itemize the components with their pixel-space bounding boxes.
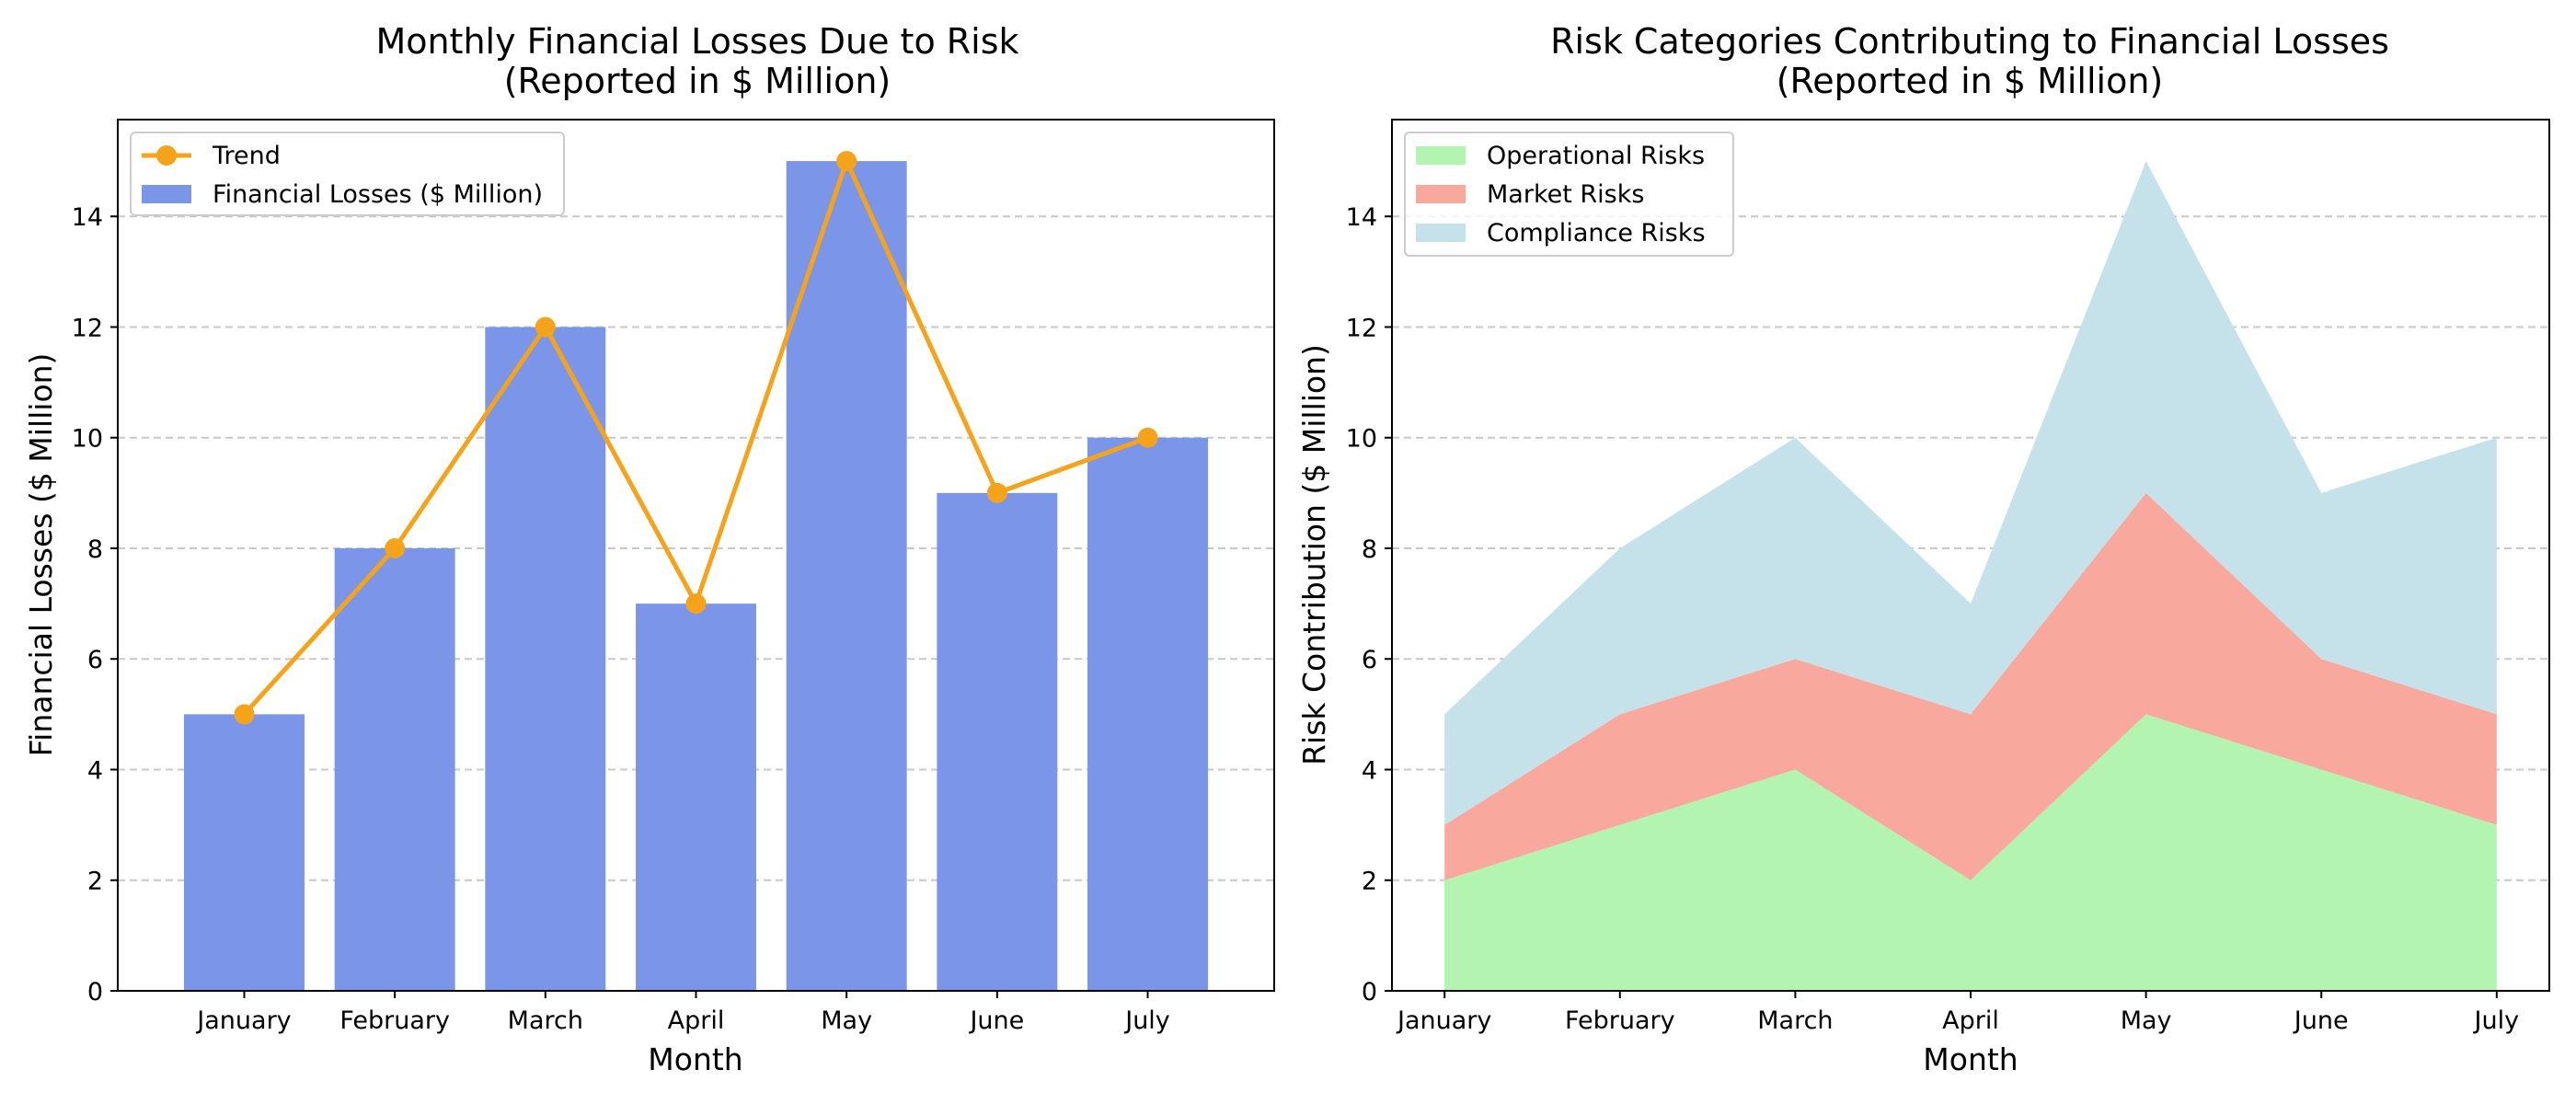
legend-box <box>130 132 565 216</box>
area-chart-legend: Operational Risks Market Risks Compliance … <box>1404 132 1734 257</box>
bar-chart-x-tick-label: May <box>821 1006 872 1035</box>
area-compliance-risks <box>1444 161 2497 825</box>
area-chart-x-ticks: January February March April May June July <box>1396 991 2519 1035</box>
bar-chart-y-tick-label: 2 <box>87 868 103 896</box>
trend-point-july <box>1137 427 1158 448</box>
area-market-risks <box>1444 492 2497 880</box>
bar-february <box>334 547 455 991</box>
area-chart-x-tick-label: April <box>1942 1006 1999 1035</box>
legend-label-compliance-risks: Compliance Risks <box>1487 219 1706 247</box>
bar-chart-y-tick-label: 4 <box>87 756 103 785</box>
legend-label-operational-risks: Operational Risks <box>1487 142 1705 170</box>
legend-bars-swatch <box>142 185 191 203</box>
bar-chart-y-tick-label: 14 <box>72 203 103 232</box>
area-chart-marks <box>1444 161 2497 991</box>
bar-june <box>937 492 1058 991</box>
area-chart-y-tick-label: 10 <box>1346 425 1377 454</box>
bar-chart-y-tick-label: 0 <box>87 978 103 1006</box>
trend-point-may <box>836 151 857 172</box>
bar-chart-x-tick-label: February <box>339 1006 450 1035</box>
trend-point-june <box>986 482 1007 503</box>
legend-trend-label: Trend <box>212 142 281 170</box>
trend-point-january <box>234 704 255 725</box>
area-chart-y-tick-label: 6 <box>1362 646 1377 674</box>
bar-chart-x-tick-label: April <box>668 1006 725 1035</box>
bar-chart-x-tick-label: July <box>1123 1006 1170 1035</box>
area-chart-x-tick-label: May <box>2121 1006 2172 1035</box>
area-operational-risks <box>1444 714 2497 991</box>
area-chart-x-tick-label: January <box>1396 1006 1491 1035</box>
bar-chart-x-tick-label: January <box>195 1006 291 1035</box>
legend-label-market-risks: Market Risks <box>1487 180 1644 209</box>
bar-chart-legend: Trend Financial Losses ($ Million) <box>130 132 565 216</box>
legend-swatch-operational-risks <box>1416 146 1466 165</box>
bar-july <box>1087 437 1208 991</box>
legend-box <box>1404 132 1734 257</box>
area-chart-x-axis-label: Month <box>1923 1041 2018 1077</box>
bar-may <box>786 161 907 992</box>
bar-chart-y-tick-label: 6 <box>87 646 103 674</box>
area-chart-y-tick-label: 0 <box>1362 978 1377 1006</box>
trend-point-march <box>535 316 556 338</box>
trend-point-february <box>385 537 406 558</box>
area-chart-y-tick-label: 4 <box>1362 756 1377 785</box>
trend-point-april <box>685 593 707 615</box>
bar-chart-title-line2: (Reported in $ Million) <box>504 61 891 101</box>
bar-chart-x-tick-label: March <box>508 1006 583 1035</box>
area-chart-y-tick-label: 8 <box>1362 535 1377 564</box>
bar-chart-y-axis-label: Financial Losses ($ Million) <box>23 353 59 757</box>
area-chart-x-tick-label: March <box>1757 1006 1833 1035</box>
bar-chart-x-tick-label: June <box>968 1006 1024 1035</box>
bar-january <box>184 714 305 991</box>
area-chart-title-line2: (Reported in $ Million) <box>1777 61 2164 101</box>
bar-chart-marks <box>184 151 1208 992</box>
bar-chart-panel: Monthly Financial Losses Due to Risk (Re… <box>23 21 1275 1077</box>
area-chart-panel: Risk Categories Contributing to Financia… <box>1296 21 2550 1077</box>
bar-chart-y-tick-label: 8 <box>87 535 103 564</box>
area-chart-x-tick-label: July <box>2473 1006 2520 1035</box>
bar-march <box>485 327 606 991</box>
bar-april <box>636 604 756 991</box>
legend-bars-label: Financial Losses ($ Million) <box>213 180 543 209</box>
bar-chart-y-ticks: 0 2 4 6 8 10 12 14 <box>72 203 118 1006</box>
bar-chart-gridlines <box>118 215 1274 881</box>
area-chart-y-tick-label: 12 <box>1346 314 1377 342</box>
legend-swatch-market-risks <box>1416 185 1466 203</box>
bar-chart-x-axis-label: Month <box>648 1041 742 1077</box>
bar-chart-x-ticks: January February March April May June July <box>195 991 1170 1035</box>
area-chart-x-tick-label: February <box>1565 1006 1675 1035</box>
area-chart-y-axis-label: Risk Contribution ($ Million) <box>1296 344 1332 765</box>
area-chart-y-tick-label: 14 <box>1346 203 1377 232</box>
area-chart-y-ticks: 0 2 4 6 8 10 12 14 <box>1346 203 1392 1006</box>
area-chart-y-tick-label: 2 <box>1362 868 1377 896</box>
bar-chart-y-tick-label: 10 <box>72 425 103 454</box>
bar-chart-y-tick-label: 12 <box>72 314 103 342</box>
area-chart-x-tick-label: June <box>2293 1006 2349 1035</box>
legend-swatch-compliance-risks <box>1416 224 1466 242</box>
bar-chart-title-line1: Monthly Financial Losses Due to Risk <box>375 21 1018 62</box>
area-chart-title-line1: Risk Categories Contributing to Financia… <box>1550 21 2389 62</box>
legend-trend-marker <box>156 145 177 166</box>
